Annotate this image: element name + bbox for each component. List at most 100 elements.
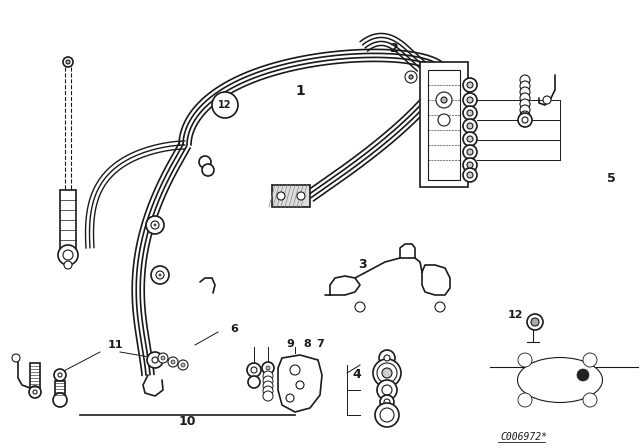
- Circle shape: [520, 111, 530, 121]
- Circle shape: [263, 381, 273, 391]
- Circle shape: [277, 192, 285, 200]
- Circle shape: [463, 168, 477, 182]
- Circle shape: [583, 353, 597, 367]
- Circle shape: [373, 359, 401, 387]
- Circle shape: [527, 314, 543, 330]
- Circle shape: [63, 250, 73, 260]
- Polygon shape: [278, 355, 322, 412]
- Circle shape: [531, 318, 539, 326]
- Circle shape: [441, 97, 447, 103]
- Circle shape: [520, 93, 530, 103]
- Text: 12: 12: [218, 100, 232, 110]
- Bar: [30, 363, 40, 391]
- Bar: [420, 62, 468, 187]
- Circle shape: [171, 360, 175, 364]
- Circle shape: [355, 302, 365, 312]
- Circle shape: [12, 354, 20, 362]
- Circle shape: [263, 386, 273, 396]
- Circle shape: [382, 385, 392, 395]
- Circle shape: [382, 368, 392, 378]
- Circle shape: [151, 266, 169, 284]
- Text: C006972*: C006972*: [500, 432, 547, 442]
- Circle shape: [263, 376, 273, 386]
- Circle shape: [467, 162, 473, 168]
- Bar: [272, 185, 310, 207]
- Circle shape: [266, 366, 270, 370]
- Circle shape: [436, 92, 452, 108]
- Circle shape: [380, 395, 394, 409]
- Circle shape: [58, 245, 78, 265]
- Circle shape: [463, 106, 477, 120]
- Circle shape: [518, 393, 532, 407]
- Circle shape: [178, 360, 188, 370]
- Circle shape: [64, 261, 72, 269]
- Text: 4: 4: [352, 368, 361, 381]
- Circle shape: [463, 78, 477, 92]
- Circle shape: [247, 363, 261, 377]
- Circle shape: [518, 113, 532, 127]
- Circle shape: [161, 356, 165, 360]
- Circle shape: [384, 399, 390, 405]
- Circle shape: [467, 110, 473, 116]
- Circle shape: [212, 92, 238, 118]
- Circle shape: [520, 99, 530, 109]
- Circle shape: [54, 369, 66, 381]
- Text: 6: 6: [230, 324, 238, 334]
- Circle shape: [263, 391, 273, 401]
- Text: 1: 1: [295, 84, 305, 98]
- Circle shape: [520, 81, 530, 91]
- Circle shape: [248, 376, 260, 388]
- Circle shape: [438, 114, 450, 126]
- Text: 9: 9: [286, 339, 294, 349]
- Circle shape: [152, 357, 158, 363]
- Circle shape: [520, 105, 530, 115]
- Circle shape: [467, 136, 473, 142]
- Circle shape: [33, 390, 37, 394]
- Circle shape: [380, 408, 394, 422]
- Circle shape: [297, 192, 305, 200]
- Circle shape: [520, 87, 530, 97]
- Circle shape: [583, 393, 597, 407]
- Circle shape: [467, 82, 473, 88]
- Bar: [428, 70, 460, 180]
- Circle shape: [296, 381, 304, 389]
- Circle shape: [577, 369, 589, 381]
- Text: 8: 8: [303, 339, 311, 349]
- Circle shape: [463, 158, 477, 172]
- Circle shape: [199, 156, 211, 168]
- Bar: [60, 190, 76, 250]
- Text: 2: 2: [390, 42, 399, 55]
- Bar: [55, 381, 65, 399]
- Circle shape: [263, 371, 273, 381]
- Text: 3: 3: [358, 258, 367, 271]
- Circle shape: [463, 93, 477, 107]
- Circle shape: [29, 386, 41, 398]
- Circle shape: [463, 132, 477, 146]
- Circle shape: [409, 75, 413, 79]
- Circle shape: [467, 123, 473, 129]
- Ellipse shape: [518, 358, 602, 402]
- Text: 12: 12: [508, 310, 524, 320]
- Circle shape: [435, 302, 445, 312]
- Circle shape: [181, 363, 185, 367]
- Circle shape: [375, 403, 399, 427]
- Circle shape: [377, 380, 397, 400]
- Circle shape: [518, 353, 532, 367]
- Circle shape: [384, 355, 390, 361]
- Text: 5: 5: [607, 172, 616, 185]
- Circle shape: [522, 117, 528, 123]
- Circle shape: [146, 216, 164, 234]
- Circle shape: [463, 119, 477, 133]
- Circle shape: [286, 394, 294, 402]
- Text: 11: 11: [108, 340, 123, 350]
- Text: 7: 7: [316, 339, 324, 349]
- Circle shape: [53, 393, 67, 407]
- Circle shape: [158, 353, 168, 363]
- Circle shape: [290, 365, 300, 375]
- Circle shape: [159, 274, 161, 276]
- Circle shape: [543, 96, 551, 104]
- Text: 10: 10: [179, 415, 196, 428]
- Circle shape: [377, 363, 397, 383]
- Circle shape: [251, 367, 257, 373]
- Circle shape: [156, 271, 164, 279]
